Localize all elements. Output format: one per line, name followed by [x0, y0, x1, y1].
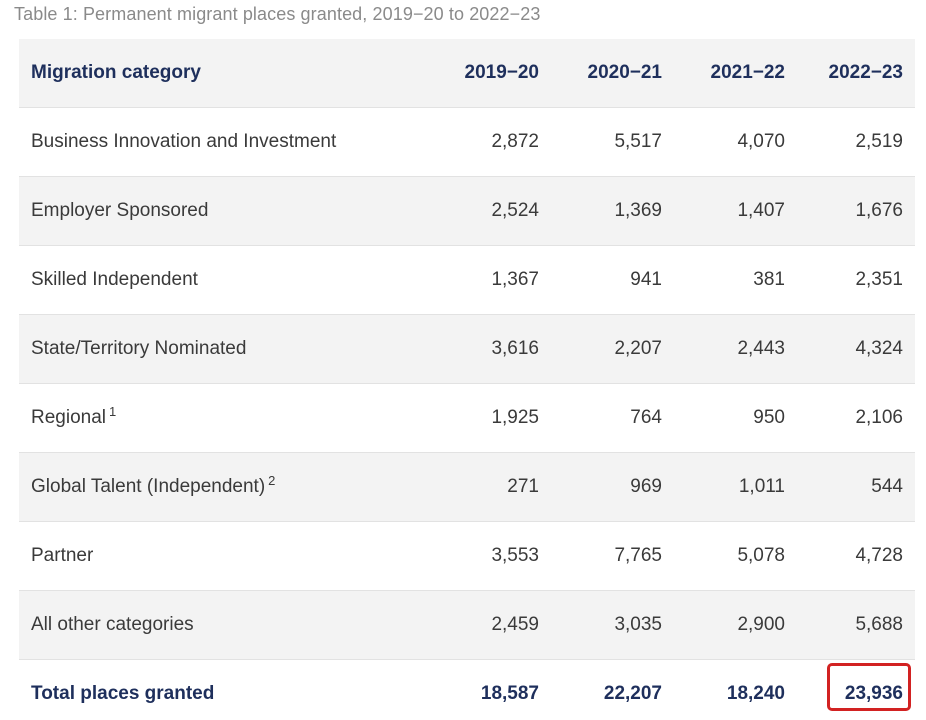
total-value-cell-highlighted: 23,936 [844, 683, 903, 704]
value-cell: 2,106 [797, 383, 915, 453]
value-cell: 7,765 [551, 521, 674, 591]
migrant-places-table: Migration category 2019−20 2020−21 2021−… [19, 39, 915, 720]
value-cell: 4,324 [797, 314, 915, 384]
value-cell: 5,517 [551, 107, 674, 177]
header-2021-22: 2021−22 [674, 39, 797, 108]
footnote-marker: 1 [109, 403, 117, 419]
value-cell: 1,367 [427, 245, 551, 315]
value-cell: 764 [551, 383, 674, 453]
header-2019-20: 2019−20 [427, 39, 551, 108]
total-label: Total places granted [31, 683, 215, 704]
value-cell: 3,035 [551, 590, 674, 660]
category-label: Business Innovation and Investment [19, 107, 427, 177]
footnote-marker: 2 [268, 472, 276, 488]
table-row: Regional 1 1,925 764 950 2,106 [19, 383, 915, 453]
total-value-cell: 18,587 [480, 683, 539, 704]
value-cell: 2,459 [427, 590, 551, 660]
value-cell: 2,900 [674, 590, 797, 660]
category-label: Skilled Independent [19, 245, 427, 315]
value-cell: 1,011 [674, 452, 797, 522]
value-cell: 2,207 [551, 314, 674, 384]
value-cell: 950 [674, 383, 797, 453]
total-value-cell: 18,240 [726, 683, 785, 704]
value-cell: 1,676 [797, 176, 915, 246]
total-row: Total places granted 18,587 22,207 18,24… [19, 660, 915, 720]
table-row: State/Territory Nominated 3,616 2,207 2,… [19, 314, 915, 384]
value-cell: 2,519 [797, 107, 915, 177]
category-label: State/Territory Nominated [19, 314, 427, 384]
value-cell: 3,553 [427, 521, 551, 591]
value-cell: 3,616 [427, 314, 551, 384]
category-label: Global Talent (Independent) 2 [19, 452, 427, 522]
value-cell: 1,407 [674, 176, 797, 246]
value-cell: 2,351 [797, 245, 915, 315]
table-row: Partner 3,553 7,765 5,078 4,728 [19, 521, 915, 591]
table-row: Employer Sponsored 2,524 1,369 1,407 1,6… [19, 176, 915, 246]
header-2022-23: 2022−23 [797, 39, 915, 108]
value-cell: 4,728 [797, 521, 915, 591]
value-cell: 2,872 [427, 107, 551, 177]
value-cell: 1,369 [551, 176, 674, 246]
category-label: Employer Sponsored [19, 176, 427, 246]
header-migration-category: Migration category [19, 39, 427, 108]
header-2020-21: 2020−21 [551, 39, 674, 108]
value-cell: 5,688 [797, 590, 915, 660]
table-caption: Table 1: Permanent migrant places grante… [14, 4, 541, 24]
table-row: Business Innovation and Investment 2,872… [19, 107, 915, 177]
category-label: All other categories [19, 590, 427, 660]
header-row: Migration category 2019−20 2020−21 2021−… [19, 39, 915, 108]
value-cell: 2,443 [674, 314, 797, 384]
value-cell: 969 [551, 452, 674, 522]
value-cell: 1,925 [427, 383, 551, 453]
table-row: Skilled Independent 1,367 941 381 2,351 [19, 245, 915, 315]
value-cell: 5,078 [674, 521, 797, 591]
category-label: Regional 1 [19, 383, 427, 453]
value-cell: 2,524 [427, 176, 551, 246]
category-label: Partner [19, 521, 427, 591]
table-row: All other categories 2,459 3,035 2,900 5… [19, 590, 915, 660]
value-cell: 4,070 [674, 107, 797, 177]
total-value-cell: 22,207 [603, 683, 662, 704]
table-row: Global Talent (Independent) 2 271 969 1,0… [19, 452, 915, 522]
value-cell: 381 [674, 245, 797, 315]
value-cell: 271 [427, 452, 551, 522]
value-cell: 941 [551, 245, 674, 315]
value-cell: 544 [797, 452, 915, 522]
